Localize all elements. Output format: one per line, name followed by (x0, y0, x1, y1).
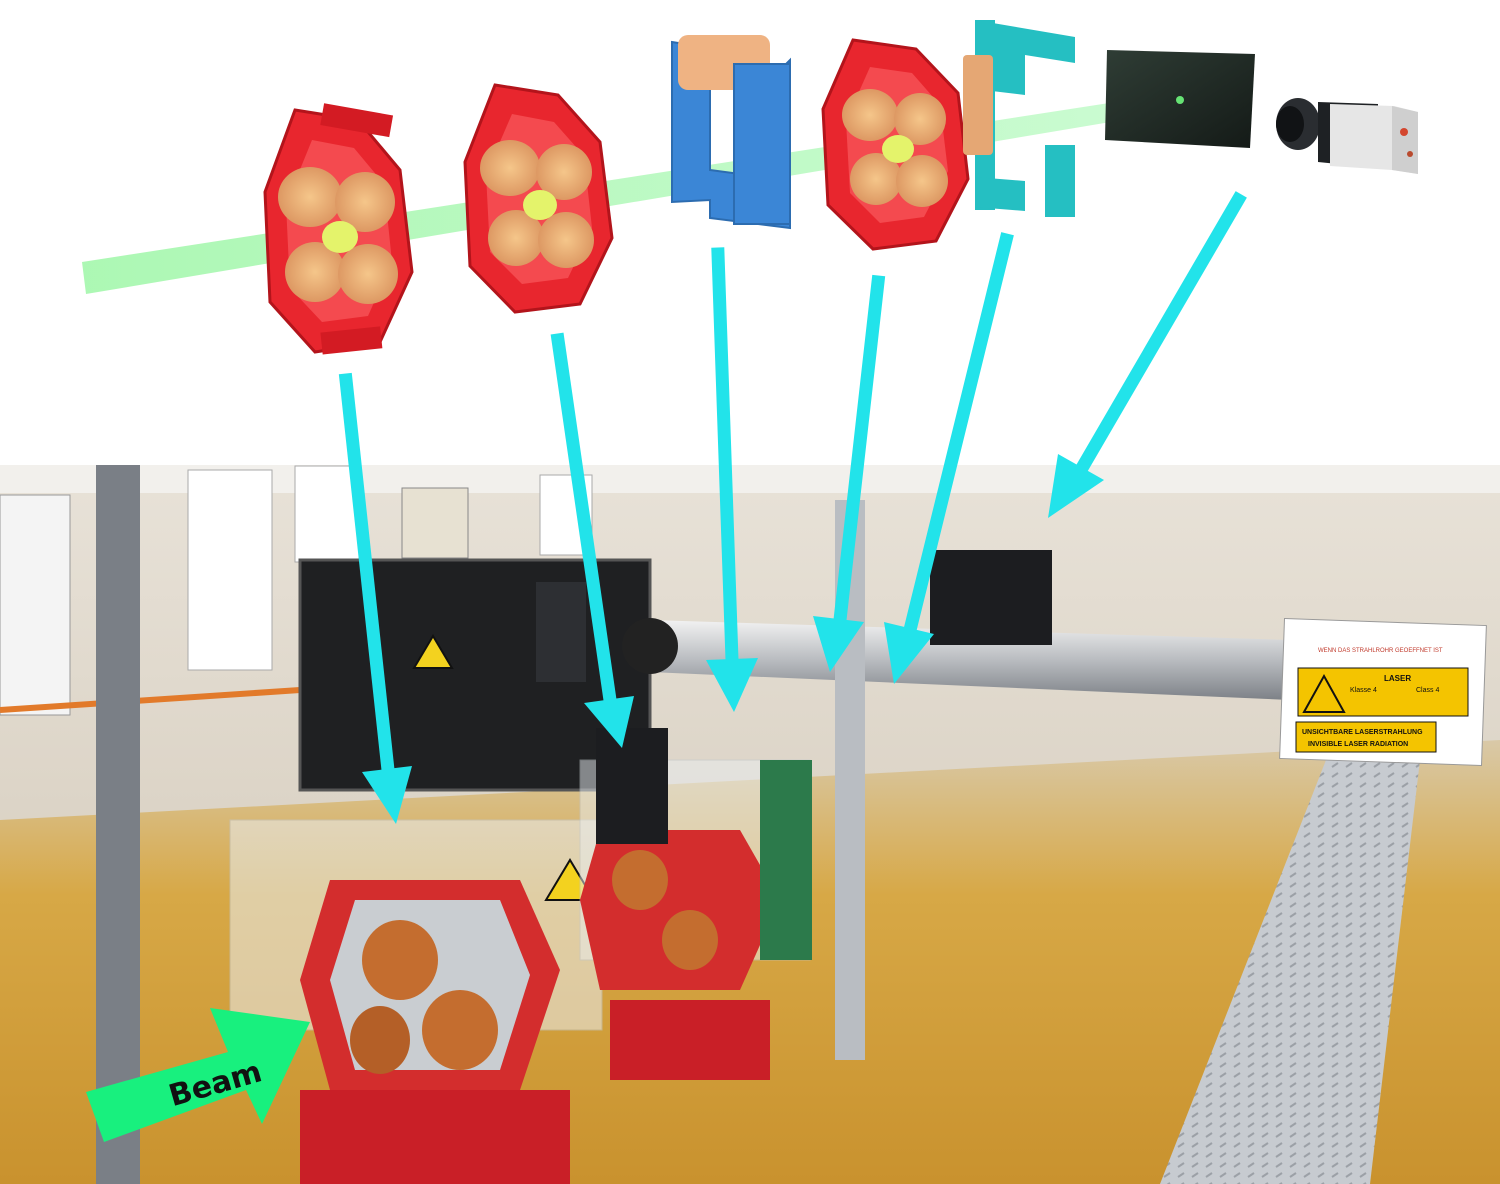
photo: WENN DAS STRAHLROHR GEOEFFNET IST LASER … (0, 465, 1500, 1184)
poster-left (0, 494, 71, 716)
camera-icon (1276, 98, 1418, 174)
quadrupole-icon (263, 103, 414, 355)
arrow-quadrupole-3 (813, 274, 886, 672)
poster-2 (294, 465, 360, 563)
arrow-camera (1048, 191, 1247, 518)
steering-magnet-2 (963, 20, 1075, 217)
arrow-quadrupole-2 (550, 332, 634, 748)
arrow-steering-1 (706, 247, 758, 712)
schematic (82, 20, 1418, 355)
sign-line4: INVISIBLE LASER RADIATION (1308, 741, 1408, 748)
laser-symbol-icon (1302, 673, 1346, 713)
beam-pipe (650, 620, 1290, 700)
laser-warning-sign: WENN DAS STRAHLROHR GEOEFFNET IST LASER … (1279, 618, 1487, 766)
photo-quadrupole-1 (229, 819, 603, 1184)
camera (1276, 98, 1418, 174)
support-column (96, 465, 140, 1184)
poster-1 (187, 469, 273, 671)
laser-hazard-sign (412, 634, 454, 669)
pointer-arrows (338, 191, 1247, 824)
beam-arrow-shape (86, 1008, 310, 1142)
pipe-flange (622, 618, 678, 674)
poster-3 (401, 487, 469, 559)
quadrupole-magnet-2 (463, 83, 614, 314)
sign-line1: LASER (1384, 674, 1411, 683)
arrow-steering-2 (884, 232, 1014, 684)
catwalk (1160, 760, 1420, 1184)
wall-rail (0, 687, 301, 713)
sign-line3: UNSICHTBARE LASERSTRAHLUNG (1302, 729, 1423, 736)
power-terminal-box (596, 728, 668, 844)
arrow-quadrupole-1 (338, 372, 412, 824)
steering-magnet-1 (671, 35, 791, 230)
corrector-icon (963, 20, 1075, 217)
circuit-board (760, 760, 812, 960)
corrector-icon (671, 35, 791, 230)
quadrupole-icon (463, 83, 614, 314)
beam-spot (1176, 96, 1184, 104)
quadrupole-magnet-1 (263, 103, 414, 355)
camera-housing (930, 550, 1052, 645)
svg-text:WENN DAS STRAHLROHR GEOEFFNET: WENN DAS STRAHLROHR GEOEFFNET IST (1318, 648, 1443, 654)
enclosure-panel (536, 582, 586, 682)
quadrupole-magnet-3 (821, 38, 970, 251)
sign-line2a: Klasse 4 (1350, 687, 1377, 694)
quadrupole-icon (821, 38, 970, 251)
sign-line2b: Class 4 (1416, 687, 1439, 694)
